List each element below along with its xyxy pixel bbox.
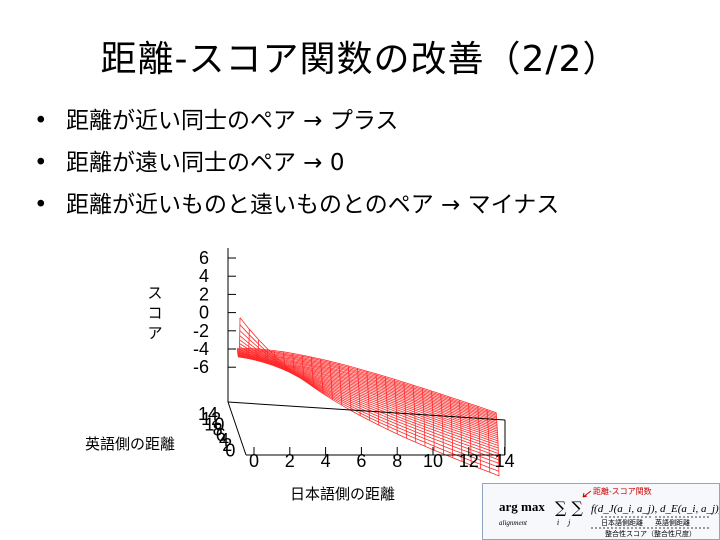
x-tick-label: 12 [459,451,479,471]
z-tick-label: -4 [193,339,209,359]
annotation-arrow-icon [582,490,592,498]
z-tick-label: -2 [193,321,209,341]
y-tick-label: 4 [219,430,229,450]
surface-line [273,350,278,367]
surface-line [338,363,343,406]
surface-line [403,382,407,439]
surface-line [412,385,417,443]
surface-mesh [236,317,500,477]
z-tick-label: -6 [193,357,209,377]
surface-line [486,409,491,473]
surface-line [468,403,472,466]
surface-line [421,387,426,447]
english-distance-note: 英語側距離 [655,518,690,527]
surface-line [246,329,250,359]
plot-axes [227,248,506,456]
surface-line [347,365,352,411]
x-axis-label: 日本語側の距離 [290,485,396,503]
x-tick-label: 8 [392,451,402,471]
x-tick-label: 6 [356,451,366,471]
y-tick-label: 6 [216,425,226,445]
surface-line [357,368,361,416]
formula-graphic: 距離-スコア関数 arg max alignment ∑ ∑ i j f(d_J… [499,486,719,538]
surface-line [301,355,305,382]
surface-line [310,356,315,388]
formula-box: 距離-スコア関数 arg max alignment ∑ ∑ i j f(d_J… [482,483,720,540]
surface-line [255,339,259,362]
bullet-text: 距離が近い同士のペア → プラス [66,108,399,134]
surface-line [329,361,333,400]
surface-line [449,397,454,458]
surface-line [283,351,287,371]
bullet-marker: • [34,150,48,176]
formula-argmax: arg max [499,499,545,514]
z-tick-label: 2 [199,284,209,304]
x-tick-label: 4 [321,451,331,471]
score-note: 整合性スコア（整合性尺度） [605,529,696,538]
formula-sum-subs: i j [557,519,571,527]
surface-line [236,317,241,358]
slide-title: 距離-スコア関数の改善（2/2） [100,39,620,80]
bullet-item: • 距離が近いものと遠いものとのペア → マイナス [34,184,559,226]
surface-line [366,371,370,421]
surface-line [458,400,463,462]
y-axis-line [227,401,247,456]
japanese-distance-note: 日本語側距離 [601,518,643,527]
surface-line [292,353,296,376]
bullet-list: • 距離が近い同士のペア → プラス • 距離が遠い同士のペア → 0 • 距離が近い… [34,100,559,226]
z-tick-label: 4 [199,266,209,286]
y-tick-label: 2 [222,435,232,455]
surface-line [320,358,324,394]
surface-line [384,376,389,430]
surface-line [394,379,398,435]
x-tick-label: 10 [423,451,443,471]
bullet-marker: • [34,108,48,134]
surface-line [264,349,269,364]
z-axis-label: スコア [147,284,163,342]
surface-line [431,390,435,451]
z-tick-label: 0 [199,303,209,323]
x-tick-label: 14 [495,451,515,471]
formula-argmax-sub: alignment [499,519,528,527]
base-back-edge [227,401,506,421]
y-axis-label: 英語側の距離 [85,435,176,453]
surface-line [477,406,481,469]
formula-function: f(d_J(a_i, a_j), d_E(a_i, a_j)) [591,503,719,515]
y-tick-label: 0 [225,440,235,460]
y-tick-label: 12 [201,409,221,429]
bullet-item: • 距離が近い同士のペア → プラス [34,100,559,142]
bullet-marker: • [34,192,48,218]
z-tick-label: 6 [199,248,209,268]
y-tick-label: 14 [198,404,218,424]
y-tick-label: 8 [213,420,223,440]
formula-top-annotation: 距離-スコア関数 [593,486,652,496]
bullet-item: • 距離が遠い同士のペア → 0 [34,142,559,184]
x-tick-label: 0 [249,451,259,471]
bullet-text: 距離が近いものと遠いものとのペア → マイナス [66,192,560,218]
formula-sums: ∑ ∑ [555,498,584,517]
x-tick-label: 2 [285,451,295,471]
bullet-text: 距離が遠い同士のペア → 0 [66,150,345,176]
y-tick-label: 10 [204,414,224,434]
